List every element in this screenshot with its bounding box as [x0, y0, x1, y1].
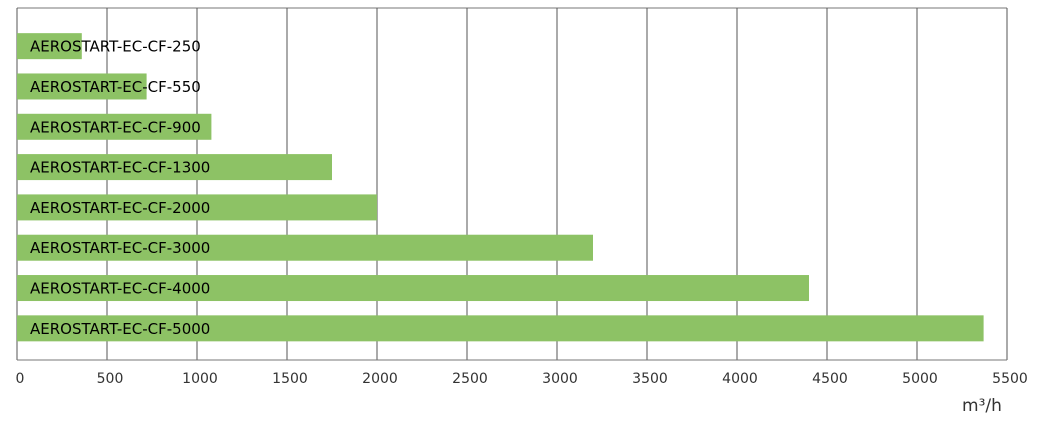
bar: [17, 275, 809, 302]
x-tick-label: 2500: [452, 371, 488, 387]
x-tick-label: 5000: [902, 371, 938, 387]
x-tick-label: 3000: [542, 371, 578, 387]
category-label: AEROSTART-EC-CF-3000: [30, 239, 210, 257]
x-tick-label: 500: [97, 371, 124, 387]
x-axis-label: m³/h: [962, 396, 1002, 416]
x-tick-label: 4000: [722, 371, 758, 387]
category-label: AEROSTART-EC-CF-550: [30, 78, 201, 96]
category-label: AEROSTART-EC-CF-250: [30, 38, 201, 56]
bar: [17, 315, 984, 342]
bar: [17, 113, 212, 140]
x-tick-label: 2000: [362, 371, 398, 387]
bar: [17, 33, 82, 60]
category-label: AEROSTART-EC-CF-900: [30, 118, 201, 136]
bar: [17, 73, 147, 100]
bar: [17, 194, 377, 221]
bar: [17, 234, 593, 261]
x-tick-label: 1000: [182, 371, 218, 387]
x-tick-label: 4500: [812, 371, 848, 387]
category-label: AEROSTART-EC-CF-2000: [30, 199, 210, 217]
x-tick-label: 5500: [992, 371, 1028, 387]
x-tick-label: 3500: [632, 371, 668, 387]
x-tick-label: 0: [16, 371, 25, 387]
bar: [17, 154, 332, 181]
x-tick-label: 1500: [272, 371, 308, 387]
category-label: AEROSTART-EC-CF-1300: [30, 159, 210, 177]
category-label: AEROSTART-EC-CF-4000: [30, 280, 210, 298]
category-label: AEROSTART-EC-CF-5000: [30, 320, 210, 338]
